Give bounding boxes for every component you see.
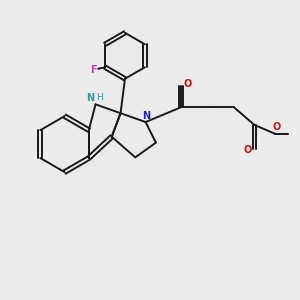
Text: H: H	[96, 93, 103, 102]
Text: F: F	[91, 65, 97, 75]
Text: O: O	[183, 79, 191, 89]
Text: N: N	[86, 93, 94, 103]
Text: O: O	[244, 145, 252, 155]
Text: N: N	[142, 110, 150, 121]
Text: O: O	[272, 122, 281, 132]
